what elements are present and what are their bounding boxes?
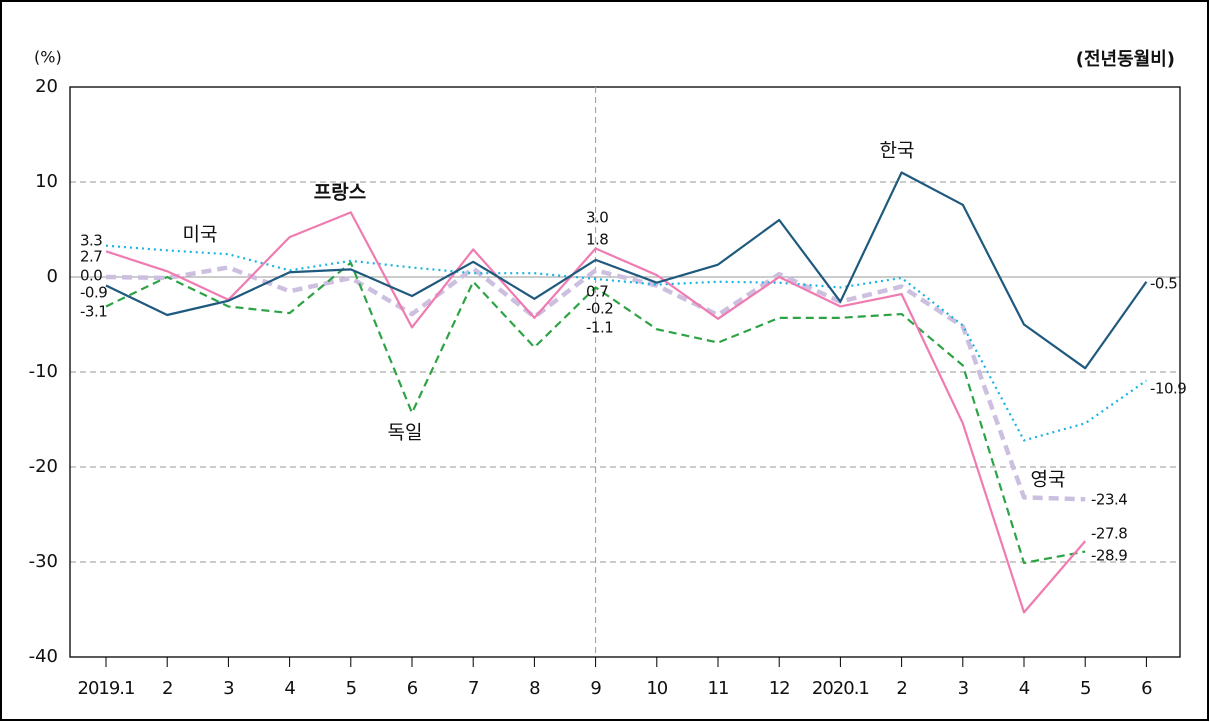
value-label: 1.8 [586, 231, 608, 249]
series-line [105, 211, 1087, 614]
series-line [105, 244, 1148, 442]
series-line [105, 171, 1148, 370]
x-tick-label: 2 [162, 678, 172, 699]
x-tick-label: 4 [1019, 678, 1030, 699]
series-line [105, 261, 1086, 565]
value-label: -23.4 [1091, 491, 1127, 509]
x-tick-label: 2020.1 [812, 678, 869, 699]
y-tick-label: 0 [47, 266, 58, 287]
series-name: 영국 [1031, 469, 1066, 491]
x-tick-label: 3 [223, 678, 234, 699]
x-tick-label: 5 [346, 678, 356, 699]
value-label: -0.5 [1150, 275, 1177, 293]
x-tick-label: 9 [590, 678, 601, 699]
x-tick-label: 2019.1 [78, 678, 135, 699]
x-tick-label: 10 [646, 678, 667, 699]
value-label: -0.9 [80, 284, 107, 302]
y-tick-label: -10 [29, 361, 58, 382]
x-tick-label: 12 [769, 678, 790, 699]
value-label: -10.9 [1150, 380, 1186, 398]
y-unit: (%) [34, 48, 62, 67]
value-label: 0.0 [80, 267, 102, 285]
series-name: 미국 [183, 224, 218, 246]
x-tick-label: 5 [1080, 678, 1090, 699]
x-tick-label: 11 [708, 678, 729, 699]
value-label: 3.3 [80, 232, 102, 250]
x-tick-label: 3 [958, 678, 969, 699]
value-label: -28.9 [1091, 547, 1127, 565]
plot-frame [69, 86, 1181, 658]
x-tick-label: 8 [529, 678, 540, 699]
y-tick-label: 20 [35, 76, 58, 97]
value-label: -0.2 [586, 300, 613, 318]
x-tick-label: 2 [896, 678, 906, 699]
y-tick-label: 10 [35, 171, 58, 192]
x-tick-label: 6 [1141, 678, 1152, 699]
y-tick-label: -40 [29, 646, 58, 667]
series-name: 한국 [880, 140, 915, 162]
x-tick-label: 7 [468, 678, 478, 699]
series-line [105, 265, 1086, 502]
x-tick-label: 4 [284, 678, 295, 699]
value-label: -3.1 [80, 303, 107, 321]
value-label: 0.7 [586, 283, 608, 301]
value-label: 2.7 [80, 248, 102, 266]
value-label: -27.8 [1091, 525, 1127, 543]
x-tick-label: 6 [407, 678, 418, 699]
y-tick-label: -20 [29, 456, 58, 477]
series-name: 프랑스 [314, 182, 366, 204]
subtitle: (전년동월비) [1076, 49, 1175, 70]
value-label: 3.0 [586, 209, 608, 227]
series-name: 독일 [388, 422, 423, 444]
y-tick-label: -30 [29, 551, 58, 572]
value-label: -1.1 [586, 319, 613, 337]
